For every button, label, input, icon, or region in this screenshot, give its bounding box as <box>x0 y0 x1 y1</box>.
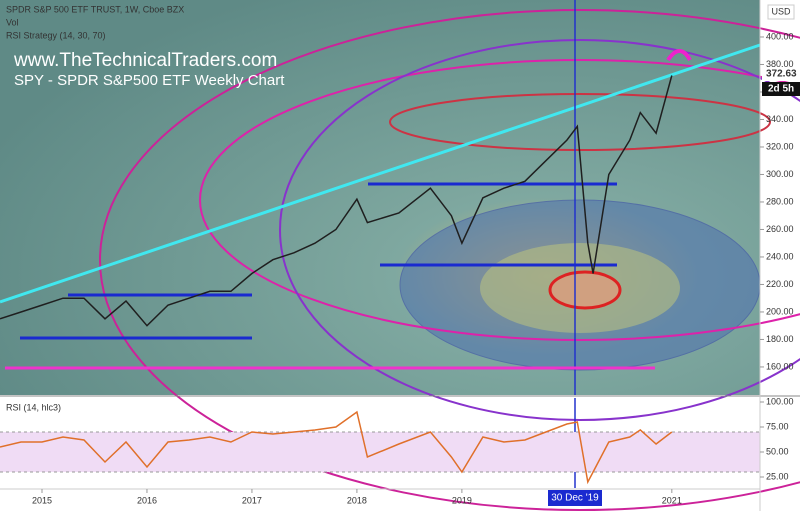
y-tick-label: 400.00 <box>766 31 794 41</box>
y-tick-label: 50.00 <box>766 446 789 456</box>
x-tick-label: 2015 <box>32 495 52 505</box>
y-tick-label: 340.00 <box>766 114 794 124</box>
x-tick-label: 2019 <box>452 495 472 505</box>
countdown-box <box>762 82 800 96</box>
y-tick-label: 180.00 <box>766 334 794 344</box>
y-tick-label: 75.00 <box>766 421 789 431</box>
y-tick-label: 280.00 <box>766 196 794 206</box>
x-tick-label: 2016 <box>137 495 157 505</box>
x-tick-label: 2018 <box>347 495 367 505</box>
watermark: www.TheTechnicalTraders.com <box>13 50 277 71</box>
y-tick-label: 260.00 <box>766 224 794 234</box>
y-tick-label: 320.00 <box>766 141 794 151</box>
y-tick-label: 200.00 <box>766 306 794 316</box>
chart-title: SPDR S&P 500 ETF TRUST, 1W, Cboe BZX <box>6 4 184 14</box>
crosshair-box <box>548 490 602 506</box>
indicator-label: RSI Strategy (14, 30, 70) <box>6 30 106 40</box>
y-tick-label: 25.00 <box>766 471 789 481</box>
x-tick-label: 2017 <box>242 495 262 505</box>
y-tick-label: 160.00 <box>766 361 794 371</box>
series-line <box>0 410 673 485</box>
y-tick-label: 300.00 <box>766 169 794 179</box>
countdown: 2d 5h <box>768 84 794 95</box>
last-price: 372.63 <box>766 69 797 80</box>
chart-heading: SPY - SPDR S&P500 ETF Weekly Chart <box>14 72 285 89</box>
y-tick-label: 380.00 <box>766 59 794 69</box>
price-box <box>762 67 800 81</box>
crosshair-label: 30 Dec '19 <box>551 493 599 504</box>
y-tick-label: 220.00 <box>766 279 794 289</box>
currency-box <box>767 4 795 20</box>
y-tick-label: 100.00 <box>766 396 794 406</box>
x-tick-label: 2021 <box>662 495 682 505</box>
volume-label: Vol <box>6 17 19 27</box>
y-tick-label: 240.00 <box>766 251 794 261</box>
series-line <box>0 75 673 327</box>
currency: USD <box>771 6 791 16</box>
rsi-title: RSI (14, hlc3) <box>6 402 61 412</box>
